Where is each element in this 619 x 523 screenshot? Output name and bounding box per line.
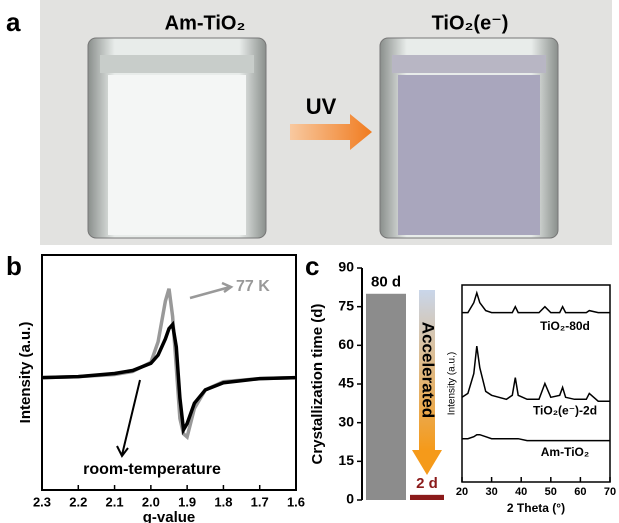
series-line [462,433,610,442]
plot-frame [41,254,297,491]
series-line [41,288,297,441]
series-label: 77 K [236,278,270,295]
plot-frame [461,284,611,483]
series-line [462,290,610,314]
x-tick-label: 40 [515,486,527,498]
panel-label: c [305,251,319,281]
y-tick-label: 60 [338,336,354,352]
series-label: Am-TiO₂ [541,445,589,459]
y-tick-label: 30 [338,413,354,429]
sample-title: Am-TiO₂ [165,12,246,34]
x-tick-label: 1.7 [251,494,269,509]
series-label: room-temperature [83,461,221,478]
annotation-arrow [419,290,435,450]
arrow-label: UV [306,94,337,119]
series-line [41,320,297,436]
series-label: TiO₂(e⁻)-2d [533,403,597,417]
beaker-right [379,37,559,239]
x-axis-label: 2 Theta (°) [507,501,565,515]
panel-label: a [6,7,21,37]
x-tick-label: 20 [456,486,468,498]
value-label: 2 d [416,475,438,492]
y-axis-label: Crystallization time (d) [309,304,326,465]
x-tick-label: 60 [574,486,586,498]
x-tick-label: 30 [485,486,497,498]
annotation-arrow [116,379,141,458]
arrow [290,114,372,150]
x-tick-label: 2.3 [33,494,51,509]
x-tick-label: 1.8 [214,494,232,509]
series-line [461,345,610,402]
y-tick-label: 45 [338,375,354,391]
x-tick-label: 1.6 [287,494,305,509]
value-label: 80 d [371,274,401,291]
annotation-arrow [189,281,234,300]
sample-title: TiO₂(e⁻) [432,12,509,34]
panel-label: b [6,251,22,281]
annotation-arrow [412,450,442,475]
x-tick-label: 50 [545,486,557,498]
bar [410,494,444,500]
x-axis-label: g-value [143,509,196,523]
x-tick-label: 70 [604,486,616,498]
x-tick-label: 2.0 [142,494,160,509]
x-tick-label: 2.2 [69,494,87,509]
y-tick-label: 0 [346,491,354,507]
beaker-left [87,37,267,239]
bar [366,293,406,500]
y-axis-label: Intensity (a.u.) [447,352,458,415]
y-tick-label: 75 [338,297,354,313]
x-tick-label: 1.9 [178,494,196,509]
series-label: TiO₂-80d [540,319,590,333]
x-tick-label: 2.1 [106,494,124,509]
y-tick-label: 90 [338,259,354,275]
y-tick-label: 15 [338,452,354,468]
y-axis-label: Intensity (a.u.) [17,322,34,424]
annotation: Accelerated [419,322,438,418]
